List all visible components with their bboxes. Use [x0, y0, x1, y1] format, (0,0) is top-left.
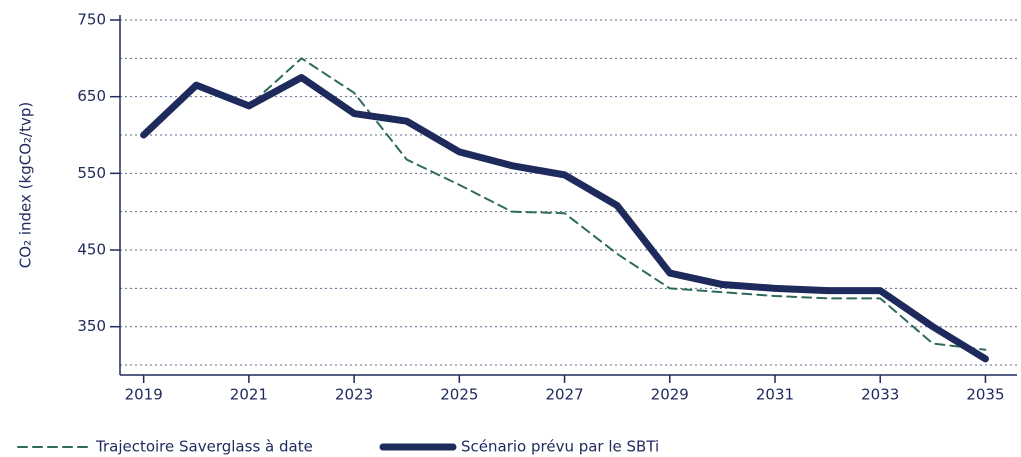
y-tick-label: 550	[77, 164, 106, 182]
x-tick-label: 2031	[756, 386, 794, 404]
x-tick-label: 2027	[545, 386, 583, 404]
x-tick-label: 2025	[440, 386, 478, 404]
y-tick-label: 750	[77, 11, 106, 29]
x-tick-label: 2019	[125, 386, 163, 404]
legend-label: Scénario prévu par le SBTi	[461, 438, 659, 456]
series-line	[142, 57, 987, 351]
y-axis-label: CO₂ index (kgCO₂/tvp)	[17, 102, 35, 268]
y-tick-label: 650	[77, 87, 106, 105]
x-tick-label: 2029	[651, 386, 689, 404]
x-tick-label: 2023	[335, 386, 373, 404]
x-tick-label: 2033	[861, 386, 899, 404]
legend-label: Trajectoire Saverglass à date	[95, 438, 313, 456]
y-tick-label: 350	[77, 317, 106, 335]
x-tick-label: 2035	[966, 386, 1004, 404]
x-tick-label: 2021	[230, 386, 268, 404]
y-tick-label: 450	[77, 241, 106, 259]
series-line	[140, 74, 989, 363]
